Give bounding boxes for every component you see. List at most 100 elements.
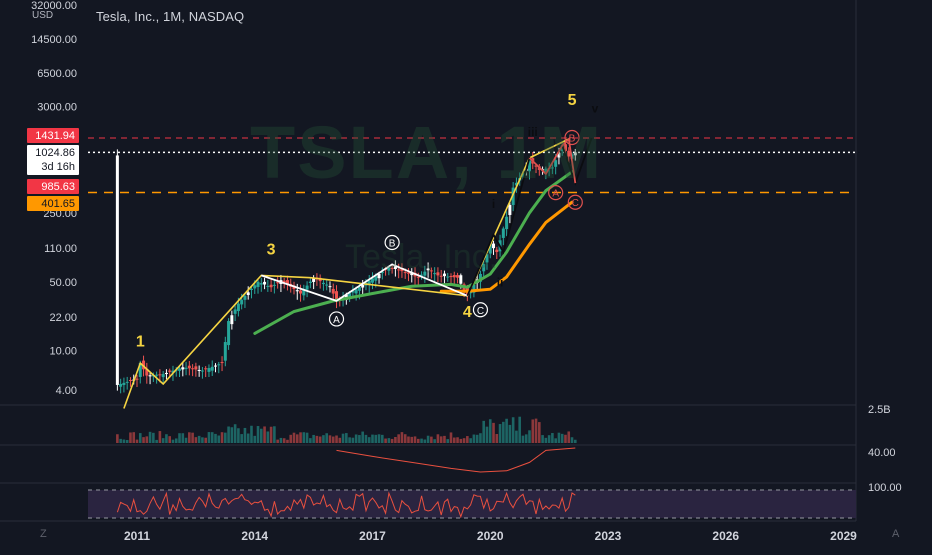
candle-body [521,173,525,177]
volume-bar [178,433,181,443]
candle-body [354,289,358,294]
candle-body [573,152,577,156]
candle-body [397,269,401,271]
volume-bar [331,436,335,443]
volume-bar [174,438,178,443]
volume-bar [492,422,495,443]
candle-body [285,280,289,285]
volume-bar [515,430,518,443]
volume-bar [433,439,436,443]
price-badge-box [27,145,79,175]
volume-bar [224,432,227,443]
volume-bar [335,435,338,443]
candle-body [436,272,440,276]
volume-bar [443,435,446,443]
volume-bar [397,434,400,443]
candle-body [122,382,126,385]
volume-bar [551,433,554,443]
volume-bar [191,432,194,443]
candle-body [200,370,204,372]
wave-circle-label: A [552,189,559,200]
volume-bar [246,433,250,443]
price-badge[interactable]: 1431.94 [27,128,79,143]
candle-body [142,360,146,370]
time-axis[interactable]: 2011 2014 2017 2020 2023 2026 2029 [124,529,857,543]
volume-bar [152,432,155,443]
volume-bar [315,435,319,443]
price-badge[interactable]: 985.63 [27,179,79,194]
candle-body [442,273,446,277]
volume-bar [276,439,279,443]
candle-body [164,372,168,375]
candle-body [138,363,142,377]
timezone-corner-label[interactable]: Z [40,528,47,540]
auto-scale-corner-label[interactable]: A [892,528,900,540]
candle-body [210,366,214,371]
wave-circle-label: C [477,306,484,317]
elliott-wave-line[interactable] [261,263,468,302]
rsi-pane[interactable]: 100.00 [88,482,902,519]
price-badge-box [27,179,79,194]
time-axis-tick: 2014 [241,529,268,543]
candle-body [233,309,237,314]
volume-bar [390,438,394,443]
candle-body [312,277,316,282]
volume-pane[interactable]: 2.5B [116,404,891,443]
volume-bar [286,439,289,443]
candle-body [171,370,175,373]
volume-bar [220,432,224,443]
wave-circle [384,234,400,251]
volume-bar [256,426,260,443]
candle-body [371,278,374,283]
volume-bar [299,432,302,443]
volume-bar [204,437,207,443]
candle-body [554,160,558,167]
volume-bar [547,435,551,443]
wave-circle [328,311,345,327]
candle-body [227,321,231,346]
price-axis-tick: 4.00 [56,385,77,397]
candle-body [207,368,211,372]
price-badge[interactable]: 401.65 [27,196,79,211]
candle-body [191,368,195,370]
volume-bar [531,419,535,443]
volume-bar [472,434,476,443]
price-badge-label: 401.65 [41,198,75,210]
wave-label: 3 [267,241,276,258]
volume-bar [420,438,423,443]
volume-bar [194,437,198,443]
volume-bar [430,436,433,443]
price-badge[interactable]: 1024.86 3d 16h [27,145,79,175]
time-axis-tick: 2020 [477,529,504,543]
volume-bar [446,439,450,443]
candle-body [204,368,208,370]
price-axis-tick: 14500.00 [31,34,77,46]
volume-bar [210,432,214,443]
indicator-pane[interactable]: 40.00 [336,447,896,473]
candle-body [544,168,548,173]
elliott-wave-line[interactable] [528,137,577,184]
wave-label-circle: B [564,129,580,146]
volume-bar [125,439,129,443]
wave-label: iii [528,125,538,139]
symbol-title[interactable]: Tesla, Inc., 1M, NASDAQ [96,9,245,24]
elliott-wave-line[interactable] [123,138,570,409]
volume-bar [439,436,443,443]
volume-bar [354,434,358,443]
candle-body [187,365,191,369]
candle-body [357,287,361,291]
volume-bar [322,435,325,443]
candle-body [217,364,221,366]
candle-body [482,264,486,272]
volume-bar [148,431,152,443]
volume-bar [567,431,571,443]
candle-body [495,249,499,253]
wave-label: ii [497,275,504,289]
candle-body [335,291,339,301]
volume-bar [479,433,482,443]
rsi-line [116,491,576,519]
volume-bar [282,438,286,443]
price-badge-label: 1431.94 [35,130,75,142]
